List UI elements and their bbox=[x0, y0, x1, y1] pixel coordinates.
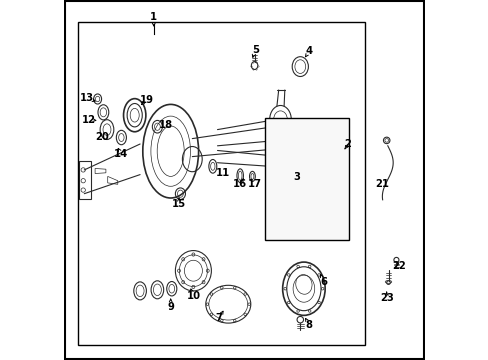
Text: 15: 15 bbox=[172, 199, 185, 210]
Text: 9: 9 bbox=[167, 302, 174, 312]
Text: 17: 17 bbox=[247, 179, 261, 189]
Text: 5: 5 bbox=[251, 45, 258, 55]
Text: 22: 22 bbox=[392, 261, 406, 271]
Text: 6: 6 bbox=[320, 276, 326, 287]
Text: 4: 4 bbox=[305, 46, 312, 56]
Text: 3: 3 bbox=[293, 172, 300, 182]
Text: 19: 19 bbox=[139, 95, 153, 105]
Text: 7: 7 bbox=[215, 312, 222, 323]
Text: 20: 20 bbox=[95, 132, 109, 142]
Text: 16: 16 bbox=[233, 179, 247, 189]
Text: 2: 2 bbox=[344, 139, 351, 149]
Bar bbox=[78, 22, 365, 345]
Text: 18: 18 bbox=[159, 120, 173, 130]
Text: 14: 14 bbox=[114, 149, 128, 159]
Text: 11: 11 bbox=[215, 168, 229, 178]
Text: 21: 21 bbox=[374, 179, 388, 189]
Text: 8: 8 bbox=[305, 320, 312, 330]
Text: 13: 13 bbox=[80, 93, 94, 103]
Text: 12: 12 bbox=[82, 114, 96, 125]
Text: 10: 10 bbox=[186, 291, 200, 301]
Text: 1: 1 bbox=[150, 12, 157, 22]
Text: 23: 23 bbox=[379, 293, 393, 303]
Bar bbox=[265, 118, 348, 240]
